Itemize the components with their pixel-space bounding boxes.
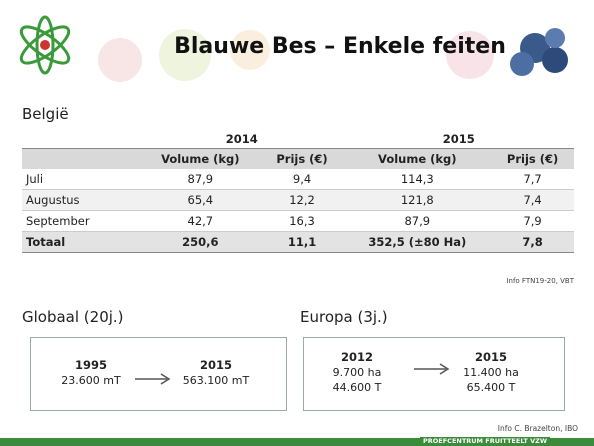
row-label: Juli	[22, 169, 140, 190]
slide-title: Blauwe Bes – Enkele feiten	[150, 34, 530, 59]
arrow	[133, 372, 173, 386]
cell: 352,5 (±80 Ha)	[343, 232, 491, 253]
year-header: 2014	[140, 130, 343, 149]
cell: 114,3	[343, 169, 491, 190]
logo	[16, 17, 73, 73]
column-header: Prijs (€)	[261, 149, 344, 170]
cell: 12,2	[261, 190, 344, 211]
footer-info: Info C. Brazelton, IBO	[498, 424, 578, 433]
column-row: Volume (kg)Prijs (€)Volume (kg)Prijs (€)	[22, 149, 574, 170]
amount: 563.100 mT	[171, 373, 261, 388]
arrow	[412, 362, 452, 376]
column-header: Volume (kg)	[343, 149, 491, 170]
cell: 250,6	[140, 232, 261, 253]
section-heading: België	[22, 105, 69, 123]
amount: 65.400 T	[446, 380, 536, 395]
year: 1995	[46, 358, 136, 373]
cell: 87,9	[140, 169, 261, 190]
cell: 9,4	[261, 169, 344, 190]
footer-organisation: PROEFCENTRUM FRUITTEELT VZW	[420, 437, 550, 445]
cell: 7,7	[491, 169, 574, 190]
source-note: Info FTN19-20, VBT	[506, 277, 574, 285]
year: 2012	[312, 350, 402, 365]
cell: 7,4	[491, 190, 574, 211]
page: Blauwe Bes html, body { margin: 0; paddi…	[0, 0, 594, 446]
cell: 7,9	[491, 211, 574, 232]
year: 2015	[171, 358, 261, 373]
amount: 44.600 T	[312, 380, 402, 395]
row-label: September	[22, 211, 140, 232]
column-header: Prijs (€)	[491, 149, 574, 170]
corner-cell	[22, 130, 140, 149]
cell: 87,9	[343, 211, 491, 232]
section-heading: Globaal (20j.)	[22, 308, 124, 326]
corner-cell	[22, 149, 140, 170]
amount: 23.600 mT	[46, 373, 136, 388]
row-label: Totaal	[22, 232, 140, 253]
year: 2015	[446, 350, 536, 365]
amount: 11.400 ha	[446, 365, 536, 380]
column-header: Volume (kg)	[140, 149, 261, 170]
row-label: Augustus	[22, 190, 140, 211]
cell: 11,1	[261, 232, 344, 253]
slide: {"header": {"title": "Blauwe Bes – Enkel…	[0, 0, 594, 446]
cell: 7,8	[491, 232, 574, 253]
cell: 16,3	[261, 211, 344, 232]
cell: 65,4	[140, 190, 261, 211]
section-heading: Europa (3j.)	[300, 308, 388, 326]
year-header: 2015	[343, 130, 574, 149]
cell: 121,8	[343, 190, 491, 211]
amount: 9.700 ha	[312, 365, 402, 380]
cell: 42,7	[140, 211, 261, 232]
